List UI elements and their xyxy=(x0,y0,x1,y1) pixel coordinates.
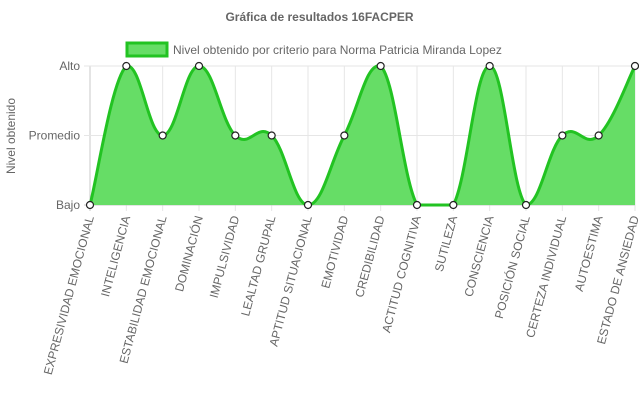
x-tick-label: ACTITUD COGNITIVA xyxy=(379,214,424,334)
y-axis-ticks: Bajo Promedio Alto xyxy=(29,59,81,212)
data-point xyxy=(630,61,639,71)
data-point xyxy=(340,131,349,140)
data-point xyxy=(376,61,385,71)
series-fill xyxy=(90,65,635,205)
chart-title: Gráfica de resultados 16FACPER xyxy=(225,10,413,24)
x-tick-label: AUTOESTIMA xyxy=(572,214,606,293)
data-point xyxy=(194,61,204,71)
x-tick-label: EMOTIVIDAD xyxy=(318,214,351,290)
x-tick-label: INTELIGENCIA xyxy=(98,214,133,298)
x-tick-label: LEALTAD GRUPAL xyxy=(238,214,278,318)
data-point xyxy=(594,131,603,140)
data-point xyxy=(412,200,422,210)
legend[interactable]: Nivel obtenido por criterio para Norma P… xyxy=(125,41,502,58)
y-tick-label: Alto xyxy=(59,59,80,73)
x-tick-label: SUTILEZA xyxy=(432,214,460,273)
data-point xyxy=(231,131,240,140)
series-area xyxy=(88,64,637,207)
data-points xyxy=(85,61,639,210)
y-tick-label: Bajo xyxy=(56,198,80,212)
data-point xyxy=(158,131,167,140)
x-tick-label: CREDIBILIDAD xyxy=(352,214,387,299)
x-tick-label: POSICIÓN SOCIAL xyxy=(491,214,533,321)
x-axis-ticks: EXPRESIVIDAD EMOCIONAL INTELIGENCIAESTABI… xyxy=(41,214,639,377)
x-tick-label: CERTEZA INDIVIDUAL xyxy=(523,214,569,339)
x-tick-label: EXPRESIVIDAD EMOCIONAL xyxy=(41,214,97,376)
data-point xyxy=(558,131,567,140)
data-point xyxy=(85,200,95,210)
y-axis-title: Nivel obtenido xyxy=(4,98,18,174)
x-tick-label: CONSCIENCIA xyxy=(461,214,496,298)
x-tick-label: IMPULSIVIDAD xyxy=(207,214,243,300)
data-point xyxy=(521,200,531,210)
y-tick-label: Promedio xyxy=(29,129,81,143)
data-point xyxy=(449,200,458,210)
data-point xyxy=(485,61,494,71)
data-point xyxy=(122,61,131,71)
series-line xyxy=(88,64,637,207)
legend-label: Nivel obtenido por criterio para Norma P… xyxy=(173,43,502,57)
legend-swatch xyxy=(125,41,169,58)
x-tick-label: DOMINACIÓN xyxy=(171,214,206,293)
data-point xyxy=(267,131,276,140)
data-point xyxy=(303,200,313,210)
